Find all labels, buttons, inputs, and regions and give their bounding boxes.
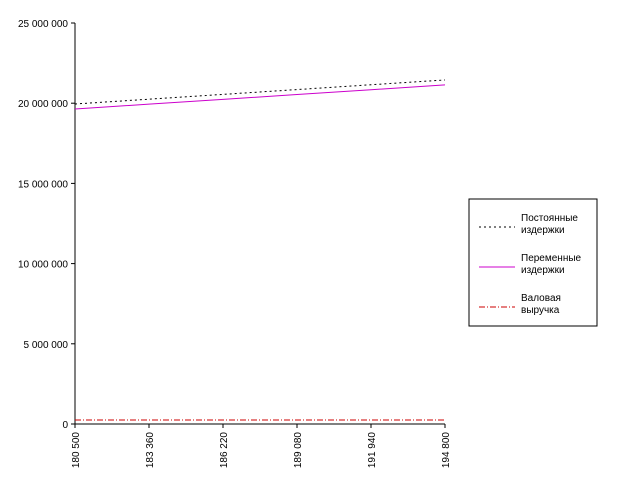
x-tick-label: 180 500 xyxy=(71,432,82,469)
y-tick-label: 5 000 000 xyxy=(24,340,69,351)
series-line xyxy=(74,79,446,105)
y-tick-label: 20 000 000 xyxy=(18,99,68,110)
x-tick-label: 183 360 xyxy=(145,432,156,469)
x-tick-label: 189 080 xyxy=(293,432,304,469)
y-tick-label: 15 000 000 xyxy=(18,179,68,190)
legend-label: Переменные издержки xyxy=(521,253,582,276)
x-tick-label: 186 220 xyxy=(219,432,230,469)
y-tick-label: 10 000 000 xyxy=(18,260,68,271)
legend-box xyxy=(468,198,598,327)
x-tick-label: 194 800 xyxy=(441,432,452,469)
y-tick-label: 25 000 000 xyxy=(18,19,68,30)
legend-label: Постоянные издержки xyxy=(521,213,578,236)
series-line xyxy=(74,84,446,110)
y-tick-label: 0 xyxy=(62,420,68,431)
legend-label: Валовая выручка xyxy=(521,293,561,316)
x-tick-label: 191 940 xyxy=(367,432,378,469)
